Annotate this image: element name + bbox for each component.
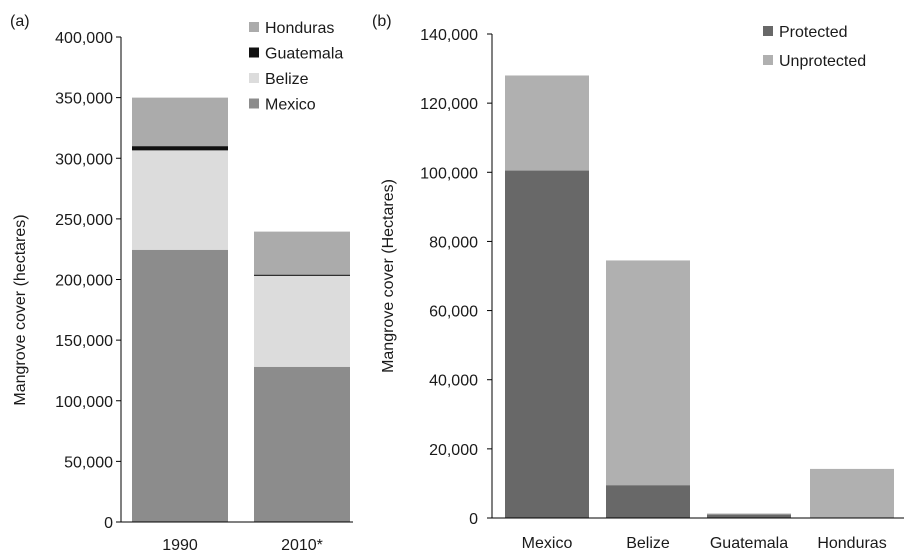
- panel-a-y-tick-label: 100,000: [55, 394, 113, 411]
- legend-swatch-guatemala: [249, 47, 259, 58]
- panel-a-legend: Honduras Guatemala Belize Mexico: [249, 20, 343, 114]
- panel-b-y-tick-label: 20,000: [429, 442, 478, 459]
- panel-b-y-tick-label: 140,000: [420, 27, 478, 44]
- panel-b-x-tick-label: Mexico: [522, 535, 573, 552]
- bar-segment-mexico-1990: [132, 249, 228, 522]
- panel-b-bars: [505, 75, 894, 519]
- legend-label-honduras: Honduras: [265, 20, 334, 37]
- panel-b-y-tick-label: 0: [469, 511, 478, 528]
- panel-a-y-tick-label: 350,000: [55, 91, 113, 108]
- panel-a-y-tick-label: 250,000: [55, 212, 113, 229]
- panel-b-y-tick-label: 60,000: [429, 304, 478, 321]
- panel-a: (a) Mangrove cover (hectares) 0 50,000 100…: [10, 13, 353, 554]
- bar-segment-belize-1990: [132, 150, 228, 250]
- panel-b-x-tick-label: Belize: [626, 535, 670, 552]
- panel-b-legend: Protected Unprotected: [763, 24, 866, 70]
- panel-a-y-tick-label: 0: [104, 515, 113, 532]
- bar-segment-unprotected-mexico: [505, 75, 589, 171]
- bar-segment-guatemala-1990: [132, 146, 228, 151]
- panel-a-x-tick-label: 1990: [162, 537, 198, 554]
- panel-b-y-tick-label: 100,000: [420, 165, 478, 182]
- legend-label-guatemala: Guatemala: [265, 46, 343, 63]
- panel-a-y-tick-label: 400,000: [55, 30, 113, 47]
- panel-a-y-tick-label: 50,000: [64, 454, 113, 471]
- bar-segment-unprotected-belize: [606, 260, 690, 486]
- bar-segment-unprotected-guatemala: [707, 513, 791, 515]
- panel-b: (b) Mangrove cover (Hectares) 0 20,000 40,…: [372, 13, 904, 552]
- legend-label-protected: Protected: [779, 24, 847, 41]
- legend-label-unprotected: Unprotected: [779, 53, 866, 70]
- legend-label-mexico: Mexico: [265, 97, 316, 114]
- panel-a-y-axis-title: Mangrove cover (hectares): [12, 214, 29, 405]
- panel-a-x-tick-label: 2010*: [281, 537, 323, 554]
- bar-segment-protected-belize: [606, 485, 690, 518]
- panel-b-x-ticks: Mexico Belize Guatemala Honduras: [522, 535, 887, 552]
- legend-swatch-honduras: [249, 22, 259, 32]
- panel-b-y-tick-label: 80,000: [429, 234, 478, 251]
- legend-swatch-belize: [249, 73, 259, 83]
- bar-segment-unprotected-honduras: [810, 468, 894, 518]
- panel-b-y-axis-title: Mangrove cover (Hectares): [380, 179, 397, 373]
- legend-swatch-protected: [763, 26, 773, 36]
- panel-a-y-ticks: 0 50,000 100,000 150,000 200,000 250,000 300,0…: [55, 30, 121, 532]
- panel-a-x-ticks: 1990 2010*: [162, 537, 323, 554]
- panel-a-bars: [132, 97, 350, 522]
- legend-swatch-mexico: [249, 98, 259, 109]
- panel-b-x-tick-label: Honduras: [817, 535, 886, 552]
- bar-segment-mexico-2010: [254, 366, 350, 522]
- bar-segment-protected-mexico: [505, 170, 589, 519]
- panel-a-y-tick-label: 200,000: [55, 273, 113, 290]
- panel-b-y-tick-label: 40,000: [429, 373, 478, 390]
- panel-b-y-ticks: 0 20,000 40,000 60,000 80,000 100,000 120,000 1…: [420, 27, 492, 528]
- panel-a-y-tick-label: 300,000: [55, 151, 113, 168]
- panel-b-label: (b): [372, 13, 392, 30]
- bar-segment-honduras-2010: [254, 231, 350, 275]
- bar-segment-honduras-1990: [132, 97, 228, 147]
- legend-swatch-unprotected: [763, 55, 773, 65]
- panel-b-x-tick-label: Guatemala: [710, 535, 788, 552]
- panel-a-y-tick-label: 150,000: [55, 333, 113, 350]
- legend-label-belize: Belize: [265, 71, 309, 88]
- bar-segment-belize-2010: [254, 275, 350, 367]
- bar-segment-protected-guatemala: [707, 514, 791, 518]
- panel-b-y-tick-label: 120,000: [420, 96, 478, 113]
- bar-segment-guatemala-2010: [254, 274, 350, 276]
- panel-a-label: (a): [10, 13, 30, 30]
